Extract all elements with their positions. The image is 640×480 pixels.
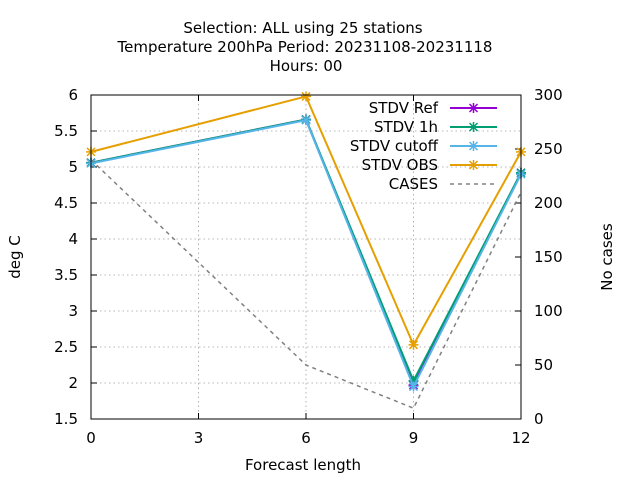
y-tick-label: 6 (68, 86, 78, 104)
y-tick-label: 5 (68, 158, 78, 176)
legend-label: STDV 1h (374, 118, 438, 136)
y-tick-label: 4 (68, 230, 78, 248)
legend-label: CASES (389, 175, 438, 193)
x-axis-label: Forecast length (245, 456, 361, 474)
legend-item-cases: CASES (389, 175, 497, 193)
y-tick-label: 5.5 (54, 122, 78, 140)
x-tick-label: 0 (86, 429, 96, 447)
y-axis-label: deg C (6, 235, 24, 279)
chart-title-line-2: Temperature 200hPa Period: 20231108-2023… (117, 38, 493, 56)
y2-tick-label: 0 (534, 410, 544, 428)
chart-title-line-1: Selection: ALL using 25 stations (183, 19, 422, 37)
y2-tick-label: 50 (534, 356, 553, 374)
y2-tick-label: 250 (534, 140, 563, 158)
plot-frame (90, 94, 522, 420)
legend-marker (468, 141, 479, 151)
data-point-stdv-cutoff (301, 115, 311, 126)
x-tick-label: 9 (409, 429, 419, 447)
legend-label: STDV Ref (369, 99, 439, 117)
x-tick-label: 6 (301, 429, 311, 447)
legend-marker (468, 160, 479, 170)
legend-label: STDV OBS (362, 156, 438, 174)
y-tick-label: 2 (68, 374, 78, 392)
legend-item-stdv-ref: STDV Ref (369, 99, 497, 117)
legend-item-stdv-cutoff: STDV cutoff (350, 137, 497, 155)
y-tick-label: 4.5 (54, 194, 78, 212)
legend-marker (468, 122, 479, 132)
series-line-stdv-obs (90, 95, 522, 348)
legend-label: STDV cutoff (350, 137, 439, 155)
y2-tick-label: 100 (534, 302, 563, 320)
legend-marker (468, 103, 479, 113)
data-point-stdv-obs (408, 339, 419, 350)
series-line-cases (90, 159, 522, 410)
y-tick-label: 3 (68, 302, 78, 320)
legend-item-stdv-1h: STDV 1h (374, 118, 497, 136)
x-tick-label: 3 (194, 429, 204, 447)
series-line-stdv-cutoff (90, 119, 522, 390)
y-tick-label: 1.5 (54, 410, 78, 428)
data-point-stdv-cutoff (408, 381, 419, 392)
chart-title-line-3: Hours: 00 (270, 57, 343, 75)
y-tick-label: 2.5 (54, 338, 78, 356)
axis-ticks: 0 3 6 9 12 1.5 2 2.5 3 3.5 4 4.5 5 5.5 6 0 50 100 150 200 25… (54, 86, 563, 447)
series-cases (90, 159, 522, 410)
data-point-stdv-obs (301, 91, 311, 102)
y2-tick-label: 300 (534, 86, 563, 104)
y-tick-label: 3.5 (54, 266, 78, 284)
y2-tick-label: 150 (534, 248, 563, 266)
y2-axis-label: No cases (598, 223, 616, 291)
x-tick-label: 12 (511, 429, 530, 447)
y2-tick-label: 200 (534, 194, 563, 212)
legend-item-stdv-obs: STDV OBS (362, 156, 497, 174)
series-layer (86, 91, 526, 410)
